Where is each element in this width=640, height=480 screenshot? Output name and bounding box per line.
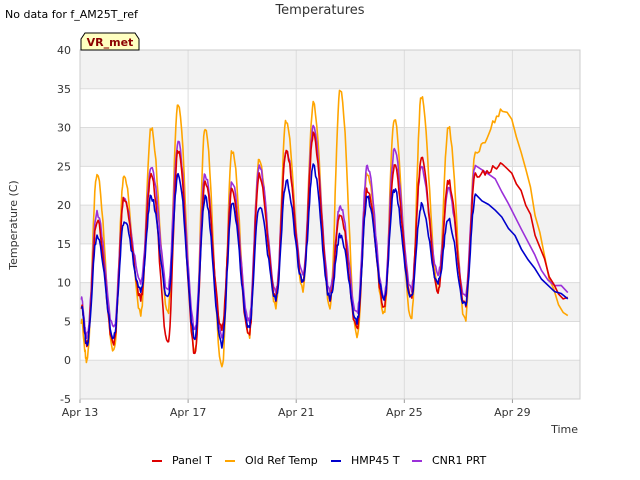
y-tick-label: 35 (57, 83, 71, 96)
axes: -5 0 5 10 15 20 25 30 35 40 Apr 13 Apr 17 Apr 21 Apr … (57, 44, 581, 419)
x-tick-label: Apr 17 (170, 406, 207, 419)
grid-band (80, 127, 580, 167)
grid-band (80, 50, 580, 89)
vr-met-badge: VR_met (80, 32, 140, 51)
legend-item: HMP45 T (331, 454, 400, 467)
y-tick-label: 25 (57, 160, 71, 173)
y-axis-title: Temperature (C) (7, 180, 20, 270)
y-tick-label: 10 (57, 277, 71, 290)
legend-label: CNR1 PRT (432, 454, 487, 467)
x-tick-label: Apr 13 (62, 406, 99, 419)
x-tick-label: Apr 29 (494, 406, 531, 419)
grid-band (80, 360, 580, 399)
series-line-hmp45-t (80, 163, 569, 349)
legend-label: Panel T (172, 454, 212, 467)
legend-item: Panel T (152, 454, 212, 467)
badge-label: VR_met (87, 36, 134, 49)
legend-item: CNR1 PRT (412, 454, 487, 467)
y-tick-label: 0 (64, 354, 71, 367)
legend-item: Old Ref Temp (225, 454, 318, 467)
series-layer (80, 89, 569, 368)
badge-shape (80, 32, 140, 51)
x-axis-title: Time (550, 423, 578, 436)
chart-title: Temperatures (274, 3, 364, 18)
x-tick-label: Apr 25 (386, 406, 423, 419)
y-tick-label: 20 (57, 199, 71, 212)
y-tick-label: 5 (64, 315, 71, 328)
x-tick-label: Apr 21 (278, 406, 315, 419)
legend-label: HMP45 T (351, 454, 400, 467)
legend-label: Old Ref Temp (245, 454, 318, 467)
plot-area (80, 50, 580, 399)
y-tick-label: 40 (57, 44, 71, 57)
y-tick-label: -5 (60, 393, 71, 406)
no-data-notice: No data for f_AM25T_ref (5, 8, 139, 21)
y-tick-label: 30 (57, 122, 71, 135)
legend: Panel T Old Ref Temp HMP45 T CNR1 PRT (152, 454, 487, 467)
y-tick-label: 15 (57, 238, 71, 251)
plot-frame (79, 49, 581, 400)
